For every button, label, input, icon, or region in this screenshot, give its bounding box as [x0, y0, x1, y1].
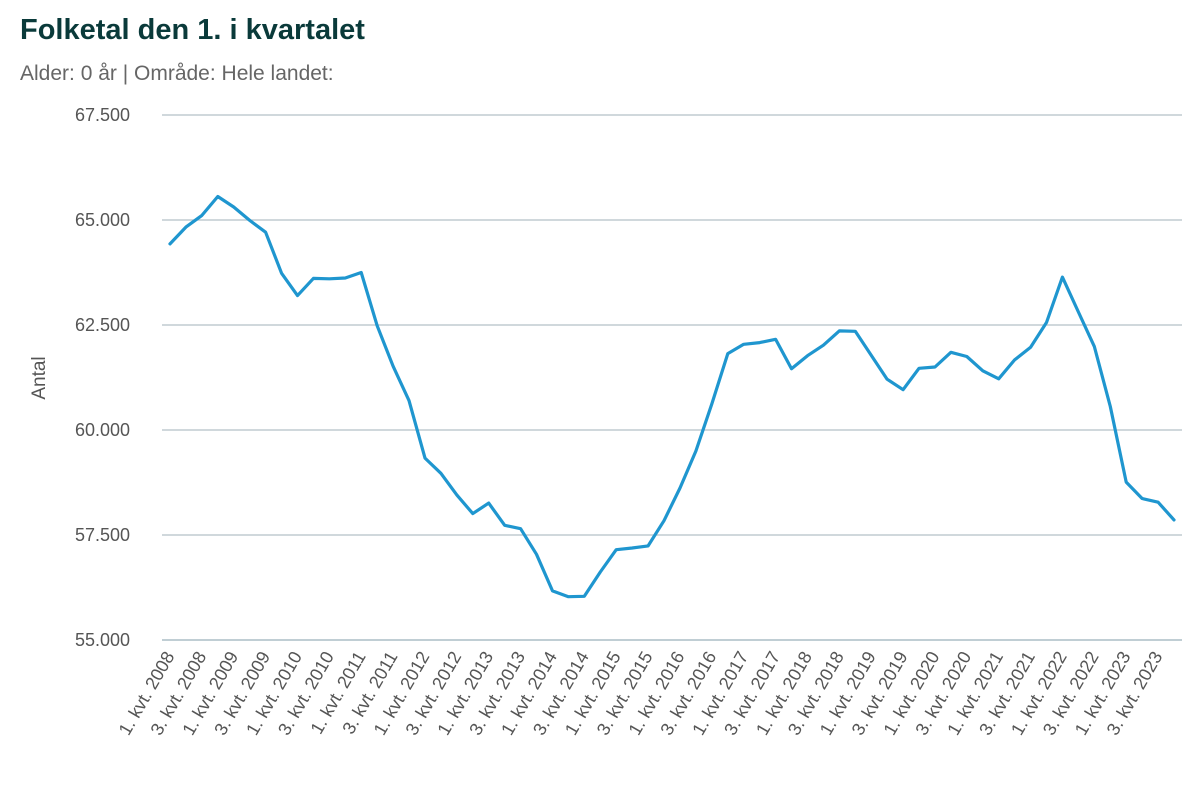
y-tick-label: 57.500	[75, 525, 130, 545]
y-tick-label: 62.500	[75, 315, 130, 335]
series-polyline	[168, 194, 1176, 599]
y-axis-label: Antal	[29, 356, 50, 399]
chart-title: Folketal den 1. i kvartalet	[20, 14, 365, 46]
y-axis-ticks: 55.000 57.500 60.000 62.500 65.000 67.500	[75, 105, 130, 650]
y-tick-label: 65.000	[75, 210, 130, 230]
series-line	[168, 194, 1176, 599]
y-tick-label: 67.500	[75, 105, 130, 125]
y-tick-label: 55.000	[75, 630, 130, 650]
y-tick-label: 60.000	[75, 420, 130, 440]
chart-subtitle: Alder: 0 år | Område: Hele landet:	[20, 62, 334, 85]
gridlines	[162, 114, 1182, 641]
